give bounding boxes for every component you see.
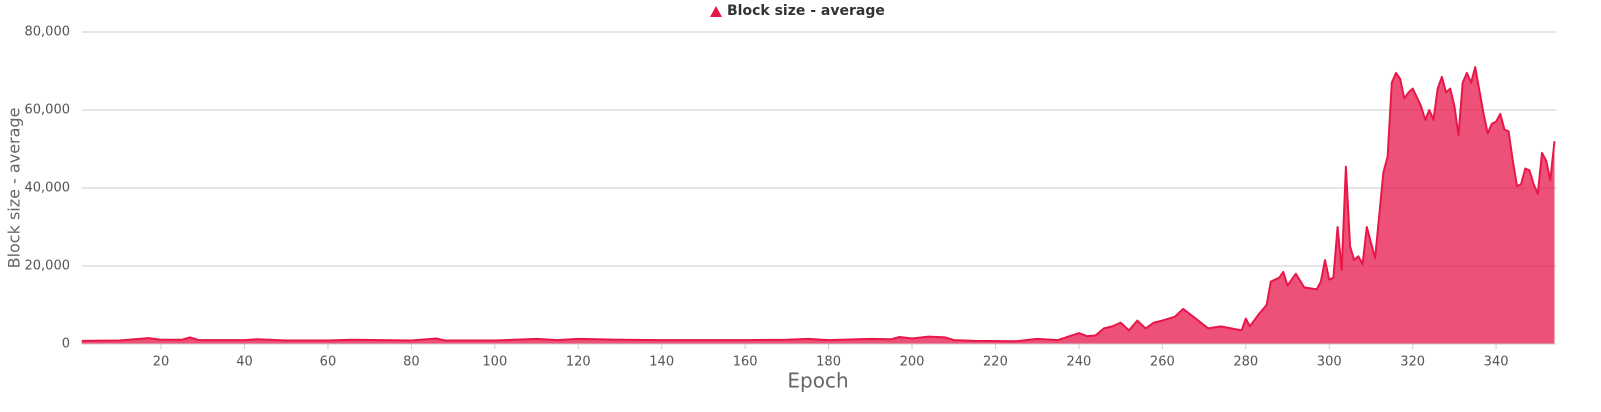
legend-symbol: [710, 6, 722, 17]
x-tick-label: 300: [1317, 355, 1342, 370]
y-axis-title: Block size - average: [5, 108, 24, 269]
x-tick-label: 20: [153, 355, 170, 370]
x-tick-label: 80: [403, 355, 420, 370]
x-tick-label: 160: [733, 355, 758, 370]
x-tick-label: 100: [482, 355, 507, 370]
y-tick-label: 80,000: [25, 25, 71, 40]
x-tick-label: 120: [566, 355, 591, 370]
x-tick-label: 180: [816, 355, 841, 370]
y-tick-label: 0: [62, 337, 70, 352]
y-tick-label: 20,000: [25, 259, 71, 274]
x-tick-label: 200: [900, 355, 925, 370]
area-line: [81, 66, 1556, 343]
x-tick-label: 280: [1233, 355, 1258, 370]
y-tick-label: 40,000: [25, 181, 71, 196]
x-tick-label: 60: [320, 355, 337, 370]
x-tick-label: 140: [649, 355, 674, 370]
x-tick-label: 40: [236, 355, 253, 370]
x-axis-title: Epoch: [787, 369, 848, 393]
x-tick-label: 340: [1484, 355, 1509, 370]
x-tick-label: 320: [1400, 355, 1425, 370]
x-tick-label: 220: [983, 355, 1008, 370]
x-tick-label: 260: [1150, 355, 1175, 370]
x-tick-label: 240: [1066, 355, 1091, 370]
legend-label: Block size - average: [727, 3, 885, 19]
area-fill: [81, 67, 1555, 344]
y-tick-label: 60,000: [25, 103, 71, 118]
